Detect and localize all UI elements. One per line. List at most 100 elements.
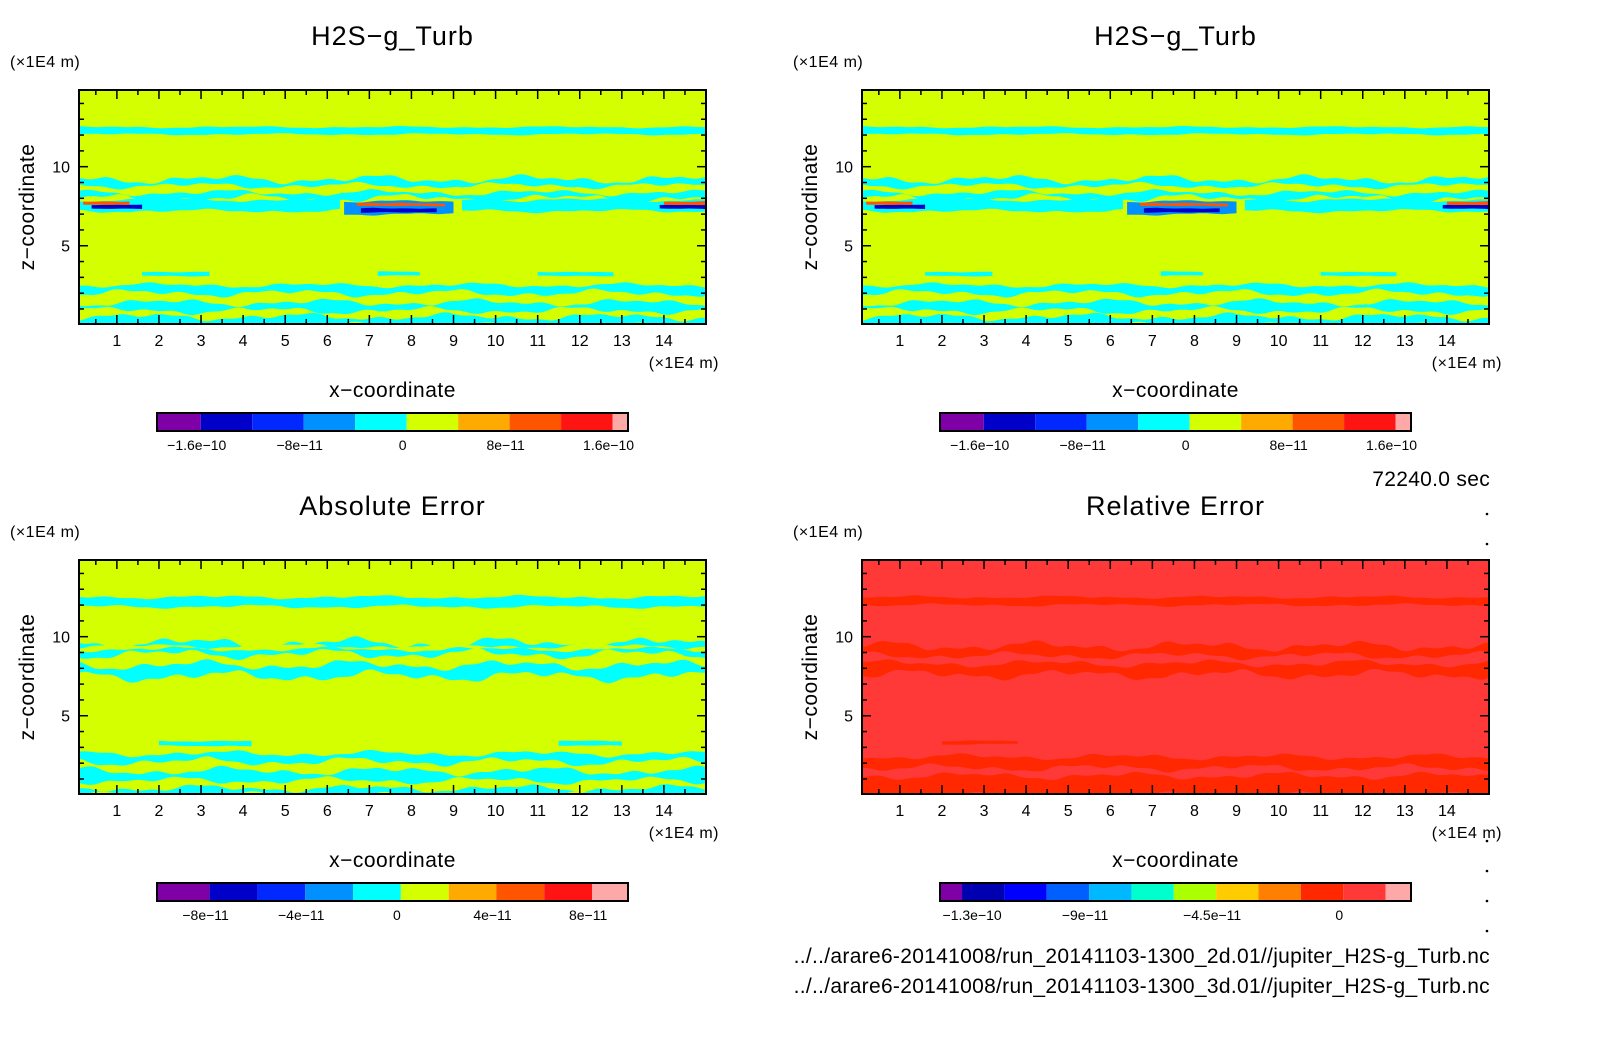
x-tick-label: 4 [239,803,248,820]
band-upper [79,594,706,609]
colorbar-segment [1395,413,1411,431]
colorbar-label: 0 [399,437,407,453]
y-tick-label: 10 [52,630,70,647]
y-axis-label: z−coordinate [16,144,39,271]
colorbar-segment [400,883,449,901]
x-tick-label: 7 [365,803,374,820]
band-middle-inner [862,181,1489,197]
x-tick-label: 2 [937,333,946,350]
x-unit-label: (×1E4 m) [1432,825,1502,842]
x-tick-label: 4 [1022,333,1031,350]
x-axis-label: x−coordinate [329,379,456,402]
patch-low [537,271,614,277]
colorbar: −8e−11 −4e−11 0 4e−11 8e−11 [156,882,629,923]
x-tick-label: 9 [1232,333,1241,350]
colorbar-segment [509,413,562,431]
panel-title: H2S−g_Turb [1094,21,1257,51]
colorbar-segment [406,413,459,431]
anomaly-high [1139,202,1229,207]
y-unit-label: (×1E4 m) [793,54,863,71]
x-tick-label: 10 [487,803,505,820]
colorbar-segment [458,413,510,431]
y-tick-label: 5 [844,709,853,726]
x-tick-label: 5 [1064,333,1073,350]
colorbar-segment [496,883,545,901]
patch-low [925,271,993,277]
edge-anomaly-left [91,204,143,209]
band-middle-inner [862,650,1489,668]
edge-anomaly-left [874,204,926,209]
colorbar-segment [157,413,201,431]
colorbar-segment [209,883,258,901]
x-unit-label: (×1E4 m) [649,825,719,842]
colorbar-label: −8e−11 [1059,437,1106,453]
colorbar-segment [448,883,497,901]
colorbar-segment [1292,413,1345,431]
contour-field [862,560,1489,794]
colorbar-segment [1086,413,1139,431]
band-bottom-inner [862,763,1489,780]
y-unit-label: (×1E4 m) [10,54,80,71]
x-tick-label: 8 [1190,333,1199,350]
colorbar-segment [1089,883,1132,901]
x-tick-label: 2 [154,333,163,350]
x-tick-label: 1 [895,803,904,820]
y-tick-label: 10 [52,160,70,177]
x-tick-label: 3 [197,333,206,350]
x-tick-label: 12 [571,803,589,820]
band-middle-inner-2 [79,643,706,653]
band-bottom [79,282,706,324]
x-tick-label: 3 [980,803,989,820]
colorbar: −1.6e−10 −8e−11 0 8e−11 1.6e−10 [156,412,634,453]
colorbar-label: 8e−11 [486,437,524,453]
x-tick-label: 6 [323,803,332,820]
anomaly-high [356,202,446,207]
colorbar-segment [940,883,963,901]
colorbar-label: −1.6e−10 [950,437,1009,453]
x-tick-label: 1 [895,333,904,350]
band-bottom [862,282,1489,324]
colorbar-segment [983,413,1036,431]
plot-frame [861,89,1490,325]
x-tick-label: 3 [980,333,989,350]
band-bottom [79,749,706,794]
x-tick-label: 5 [281,803,290,820]
patch-low [558,740,622,746]
panel-title: Relative Error [1086,491,1265,521]
file-path-2d: ../../arare6-20141008/run_20141103-1300_… [794,945,1490,968]
y-axis-label: z−coordinate [799,144,822,271]
x-tick-label: 2 [154,803,163,820]
plot-frame [78,89,707,325]
edge-anomaly-right-high [663,201,706,206]
patch-low [942,740,1018,745]
x-tick-label: 11 [529,803,546,820]
y-unit-label: (×1E4 m) [10,524,80,541]
colorbar-segment [1344,413,1396,431]
colorbar-label: −4e−11 [278,907,325,923]
y-tick-label: 5 [844,239,853,256]
x-tick-label: 1 [112,803,121,820]
contour-field [862,90,1489,324]
x-unit-label: (×1E4 m) [649,355,719,372]
colorbar-segment [1343,883,1386,901]
band-bottom-inner-2 [79,776,706,793]
x-tick-label: 14 [1438,803,1456,820]
panel-title: Absolute Error [299,491,486,521]
x-tick-label: 1 [112,333,121,350]
band-upper [862,595,1489,607]
edge-anomaly-right [659,204,706,210]
colorbar-label: −1.3e−10 [943,907,1002,923]
edge-anomaly-right [1442,204,1489,210]
x-tick-label: 11 [529,333,546,350]
colorbar-segment [544,883,593,901]
colorbar-segment [200,413,253,431]
x-tick-label: 6 [323,333,332,350]
colorbar-segment [157,883,210,901]
x-tick-label: 13 [1396,803,1414,820]
colorbar-segment [561,413,613,431]
x-tick-label: 4 [239,333,248,350]
band-middle-lower [461,198,706,214]
